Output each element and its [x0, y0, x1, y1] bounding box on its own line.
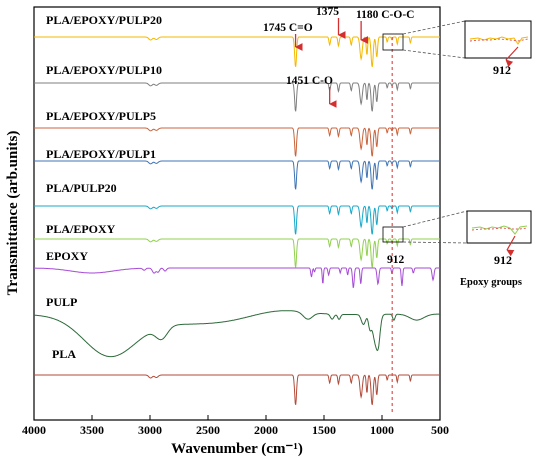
series-label-pla-epoxy-pulp10: PLA/EPOXY/PULP10	[46, 63, 162, 77]
series-label-pla-pulp20: PLA/PULP20	[46, 181, 117, 195]
series-label-layer: PLA/EPOXY/PULP20 PLA/EPOXY/PULP10 PLA/EPOX…	[46, 13, 162, 361]
x-tick-label-4000: 4000	[22, 423, 46, 437]
x-tick-label-1500: 1500	[312, 423, 336, 437]
series-line-pla	[34, 374, 440, 405]
inset-top-label: 912	[493, 63, 511, 77]
epoxy-groups-label: Epoxy groups	[460, 277, 522, 288]
x-tick-label-2000: 2000	[254, 423, 278, 437]
x-tick-layer: 4000 3500 3000 2500 2000 1500 1000 500	[22, 415, 449, 437]
series-line-pla-epoxy-pulp5	[34, 127, 440, 157]
inset-connector-bottom-2	[402, 241, 468, 244]
inset-box-top-source	[382, 33, 404, 51]
x-tick-label-500: 500	[431, 423, 449, 437]
series-line-pla-pulp20	[34, 205, 440, 235]
x-tick-label-1000: 1000	[370, 423, 394, 437]
inset-bottom-arrow	[506, 235, 516, 257]
plot-frame	[33, 6, 441, 421]
annotation-1375: 1375	[316, 6, 339, 18]
inset-connector-top-1	[402, 20, 466, 35]
series-label-pla-epoxy-pulp20: PLA/EPOXY/PULP20	[46, 13, 162, 27]
annotation-1180-c-o-c: 1180 C-O-C	[356, 9, 414, 21]
series-line-pla-epoxy	[34, 238, 440, 268]
series-line-pla-epoxy-pulp10	[34, 82, 440, 112]
series-line-pla-epoxy-pulp1	[34, 160, 440, 190]
inset-bottom-curve	[471, 225, 528, 235]
series-layer	[33, 36, 441, 405]
inset-box-bottom-source	[382, 226, 404, 243]
inset-top-curve	[469, 36, 529, 45]
series-label-pulp: PULP	[46, 295, 77, 309]
x-tick-label-3500: 3500	[80, 423, 104, 437]
x-axis-label: Wavenumber (cm⁻¹)	[171, 441, 303, 457]
series-line-pla-epoxy-pulp20	[34, 36, 440, 67]
y-axis-label: Transmittance (arb.units)	[5, 131, 21, 296]
series-label-pla: PLA	[52, 347, 76, 361]
annotation-912: 912	[387, 254, 405, 266]
x-tick-label-3000: 3000	[138, 423, 162, 437]
series-label-epoxy: EPOXY	[46, 249, 88, 263]
inset-top-arrow	[505, 46, 519, 68]
inset-top-dashed	[469, 38, 529, 42]
series-line-pulp	[33, 310, 441, 358]
annotation-1451-c-o: 1451 C-O	[286, 75, 333, 87]
series-label-pla-epoxy-pulp1: PLA/EPOXY/PULP1	[46, 147, 156, 161]
series-line-epoxy	[34, 267, 440, 288]
x-tick-label-2500: 2500	[196, 423, 220, 437]
series-label-pla-epoxy: PLA/EPOXY	[46, 222, 116, 236]
inset-connector-bottom-1	[402, 210, 468, 228]
annotation-1745-c-o: 1745 C=O	[263, 22, 313, 34]
series-label-pla-epoxy-pulp5: PLA/EPOXY/PULP5	[46, 109, 156, 123]
inset-bottom-dashed	[471, 227, 528, 231]
inset-connector-top-2	[402, 49, 466, 59]
inset-bottom-label: 912	[494, 253, 512, 267]
